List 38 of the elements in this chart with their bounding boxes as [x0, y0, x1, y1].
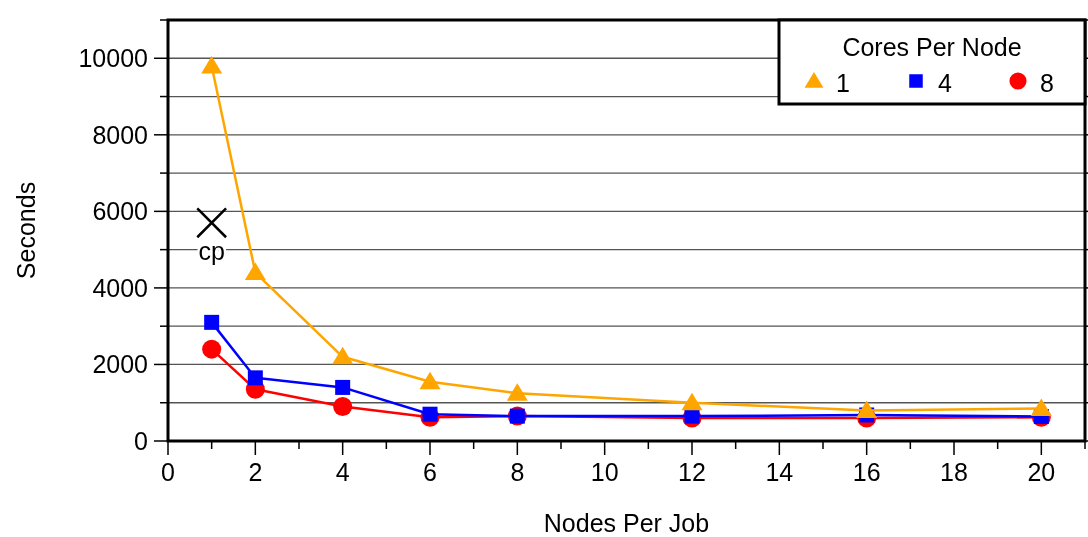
- x-tick-label: 8: [510, 458, 525, 486]
- y-tick-label: 4000: [92, 273, 148, 302]
- x-tick-label: 6: [423, 458, 437, 486]
- point: [335, 379, 351, 395]
- point: [204, 314, 220, 330]
- x-tick-label: 10: [590, 458, 619, 486]
- y-tick-label: 2000: [92, 350, 148, 379]
- point: [202, 339, 222, 359]
- y-tick-label: 10000: [78, 44, 148, 73]
- point: [333, 397, 353, 417]
- point: [244, 262, 266, 281]
- point: [201, 55, 223, 74]
- x-tick-label: 16: [852, 458, 881, 486]
- legend-label: 4: [938, 69, 952, 97]
- point: [856, 400, 878, 418]
- x-tick-label: 14: [765, 458, 794, 486]
- x-axis-title: Nodes Per Job: [543, 509, 710, 537]
- x-tick-label: 20: [1027, 458, 1056, 486]
- legend-title: Cores Per Node: [842, 33, 1022, 61]
- x-tick-label: 12: [678, 458, 706, 486]
- y-tick-label: 6000: [92, 197, 148, 226]
- point: [422, 406, 438, 422]
- point: [247, 370, 263, 386]
- point: [681, 392, 703, 411]
- point: [332, 346, 354, 365]
- x-tick-label: 2: [248, 458, 263, 486]
- y-tick-label: 8000: [92, 120, 148, 149]
- x-tick-label: 0: [161, 458, 175, 486]
- point: [1030, 398, 1052, 416]
- x-tick-label: 4: [335, 458, 350, 486]
- point: [196, 207, 228, 239]
- legend-label: 1: [836, 69, 850, 97]
- point: [506, 383, 528, 401]
- y-axis-title: Seconds: [12, 181, 40, 280]
- legend-label: 8: [1040, 69, 1054, 97]
- x-tick-label: 18: [940, 458, 968, 486]
- y-tick-label: 0: [134, 427, 148, 455]
- point: [419, 371, 441, 390]
